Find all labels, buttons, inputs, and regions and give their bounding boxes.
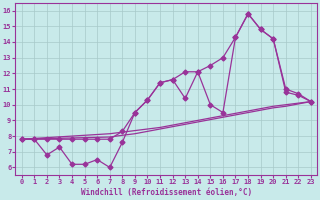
X-axis label: Windchill (Refroidissement éolien,°C): Windchill (Refroidissement éolien,°C) — [81, 188, 252, 197]
